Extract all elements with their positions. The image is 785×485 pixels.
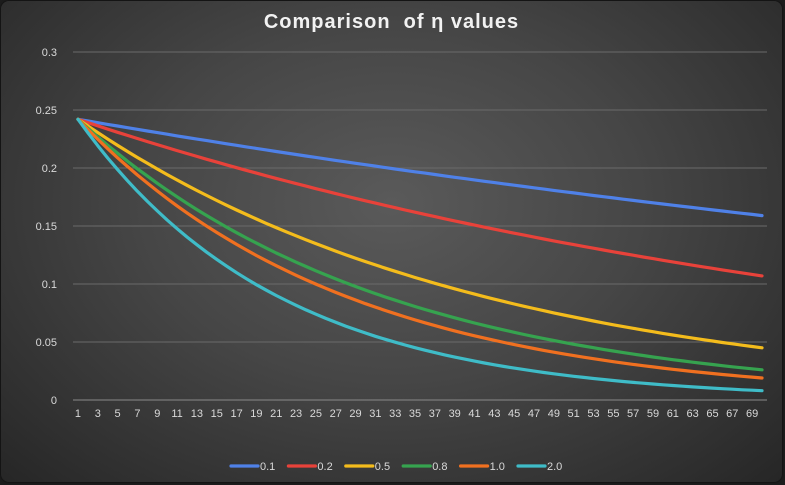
x-tick-label: 67 [726,408,738,420]
chart-title: Comparison of η values [263,11,520,33]
y-tick-label: 0.05 [36,337,57,349]
series-line-2-0 [76,117,764,393]
legend-label: 2.0 [547,461,562,473]
x-tick-label: 33 [389,408,401,420]
x-tick-label: 31 [369,408,381,420]
x-tick-label: 39 [449,408,461,420]
x-tick-label: 17 [230,408,242,420]
x-tick-label: 59 [647,408,659,420]
legend-label: 0.8 [432,461,447,473]
legend-label: 1.0 [490,461,505,473]
x-tick-label: 13 [191,408,203,420]
y-tick-label: 0.2 [42,163,57,175]
x-tick-label: 65 [706,408,718,420]
y-tick-label: 0.1 [42,279,57,291]
x-tick-label: 27 [330,408,342,420]
series-line-0-5 [76,117,764,350]
series-lines [76,117,764,393]
x-tick-label: 55 [607,408,619,420]
x-tick-label: 3 [95,408,101,420]
x-tick-label: 35 [409,408,421,420]
x-tick-label: 11 [171,408,182,420]
series-line-0-1 [76,117,764,218]
series-line-0-2 [76,117,764,278]
series-line-0-8 [76,117,764,372]
x-tick-label: 47 [528,408,540,420]
x-tick-label: 51 [568,408,580,420]
x-tick-label: 15 [211,408,223,420]
x-tick-label: 43 [488,408,500,420]
legend-label: 0.5 [375,461,390,473]
x-tick-label: 23 [290,408,302,420]
x-tick-label: 21 [270,408,282,420]
x-axis-ticks: 1 3 5 7 9 11 13 15 17 19 21 23 25 27 29 31 33 35 37 39 41 43 4… [75,408,758,420]
x-tick-label: 57 [627,408,639,420]
x-tick-label: 19 [250,408,262,420]
legend: 0.1 0.2 0.5 0.8 1.0 2.0 [229,461,562,473]
series-line-1-0 [76,117,764,380]
x-tick-label: 49 [548,408,560,420]
x-tick-label: 45 [508,408,520,420]
y-tick-label: 0.3 [42,47,57,59]
x-tick-label: 69 [746,408,758,420]
x-tick-label: 63 [687,408,699,420]
x-tick-label: 61 [667,408,679,420]
legend-label: 0.2 [317,461,332,473]
y-tick-label: 0 [51,395,57,407]
x-tick-label: 53 [587,408,599,420]
x-tick-label: 7 [134,408,140,420]
y-tick-label: 0.25 [36,105,57,117]
x-tick-label: 29 [349,408,361,420]
x-tick-label: 1 [75,408,81,420]
legend-label: 0.1 [260,461,275,473]
y-tick-label: 0.15 [36,221,57,233]
y-axis-ticks: 0 0.05 0.1 0.15 0.2 0.25 0.3 [36,47,57,407]
x-tick-label: 9 [154,408,160,420]
x-tick-label: 5 [115,408,121,420]
gridlines [73,51,767,401]
x-tick-label: 25 [310,408,322,420]
x-tick-label: 37 [429,408,441,420]
x-tick-label: 41 [468,408,480,420]
